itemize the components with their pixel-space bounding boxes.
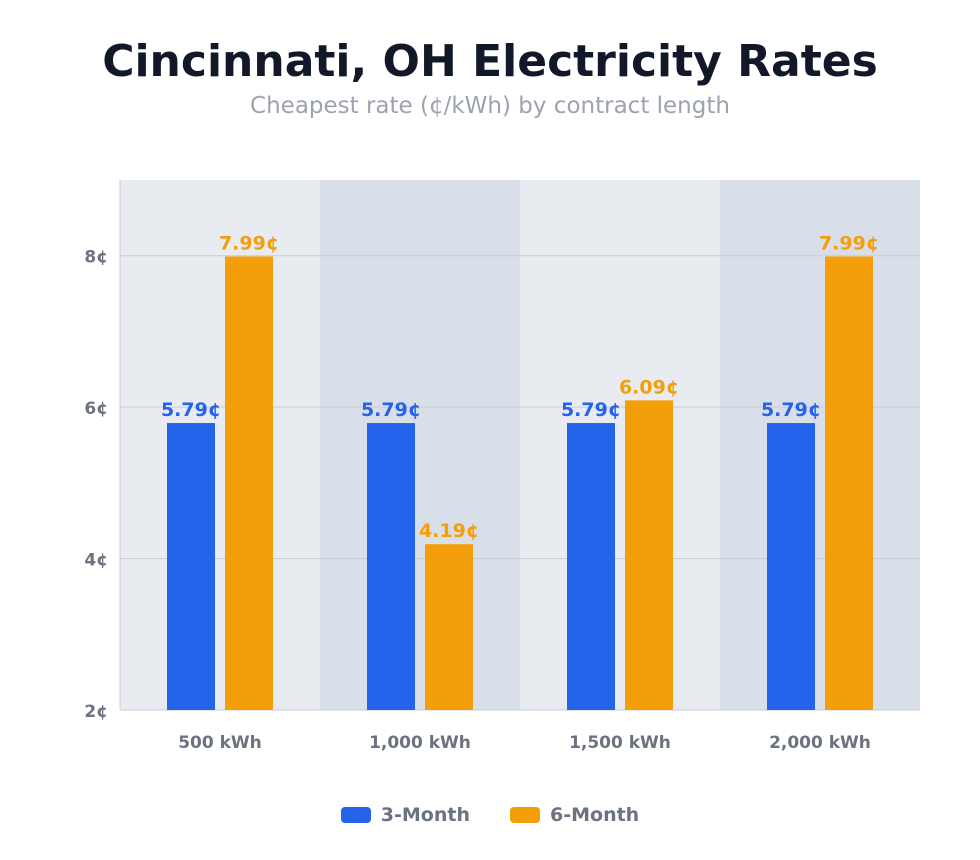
chart-subtitle: Cheapest rate (¢/kWh) by contract length — [250, 93, 730, 119]
data-label: 5.79¢ — [361, 399, 421, 421]
category-band — [120, 180, 320, 710]
bar-3-month — [567, 423, 615, 710]
y-tick-label: 6¢ — [84, 399, 108, 419]
x-tick-label: 1,500 kWh — [569, 733, 671, 753]
bar-6-month — [425, 544, 473, 710]
y-tick-label: 4¢ — [84, 551, 108, 571]
data-label: 6.09¢ — [619, 376, 679, 398]
bar-6-month — [625, 400, 673, 710]
y-tick-label: 8¢ — [84, 248, 108, 268]
data-label: 5.79¢ — [561, 399, 621, 421]
category-band — [520, 180, 720, 710]
data-label: 5.79¢ — [761, 399, 821, 421]
category-band — [320, 180, 520, 710]
data-label: 5.79¢ — [161, 399, 221, 421]
bar-6-month — [825, 256, 873, 710]
bar-6-month — [225, 256, 273, 710]
data-label: 4.19¢ — [419, 520, 479, 542]
legend-item-3-month[interactable]: 3-Month — [340, 804, 470, 826]
legend: 3-Month 6-Month — [0, 804, 980, 826]
category-band — [720, 180, 920, 710]
data-label: 7.99¢ — [819, 232, 879, 254]
x-tick-label: 500 kWh — [178, 733, 262, 753]
bar-3-month — [767, 423, 815, 710]
legend-item-6-month[interactable]: 6-Month — [510, 804, 639, 826]
legend-label: 3-Month — [380, 804, 470, 826]
y-tick-label: 2¢ — [84, 702, 108, 722]
bar-3-month — [167, 423, 215, 710]
bar-3-month — [367, 423, 415, 710]
x-tick-label: 1,000 kWh — [369, 733, 471, 753]
x-tick-label: 2,000 kWh — [769, 733, 871, 753]
legend-swatch-6-month — [510, 807, 540, 823]
legend-label: 6-Month — [550, 804, 640, 826]
chart-title: Cincinnati, OH Electricity Rates — [102, 36, 878, 87]
data-label: 7.99¢ — [219, 232, 279, 254]
legend-swatch-3-month — [340, 807, 371, 823]
